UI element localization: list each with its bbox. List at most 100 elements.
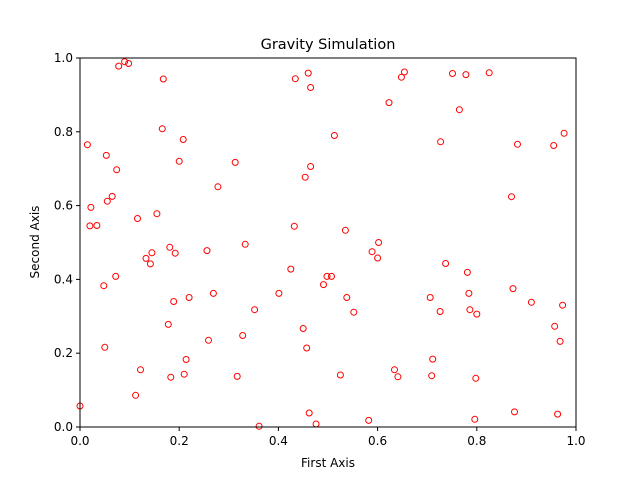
scatter-point bbox=[350, 308, 358, 316]
scatter-point bbox=[214, 183, 222, 191]
scatter-point bbox=[166, 243, 174, 251]
x-axis: 0.0 0.2 0.4 0.6 0.8 1.0 bbox=[70, 427, 586, 448]
x-tick-label: 0.2 bbox=[170, 434, 189, 448]
scatter-point bbox=[251, 306, 259, 314]
scatter-point bbox=[437, 138, 445, 146]
scatter-point bbox=[336, 371, 344, 379]
scatter-point bbox=[509, 285, 517, 293]
scatter-point bbox=[328, 272, 335, 280]
y-tick-label: 0.2 bbox=[54, 346, 73, 360]
scatter-point bbox=[330, 132, 338, 139]
scatter-point bbox=[87, 203, 95, 211]
scatter-point bbox=[442, 260, 450, 267]
scatter-point bbox=[554, 410, 562, 418]
scatter-point bbox=[472, 374, 480, 382]
scatter-point bbox=[400, 68, 408, 76]
chart-title: Gravity Simulation bbox=[261, 37, 396, 53]
scatter-point bbox=[559, 301, 567, 309]
y-tick-label: 0.6 bbox=[54, 199, 73, 213]
scatter-point bbox=[307, 84, 315, 91]
scatter-point bbox=[560, 129, 568, 137]
scatter-point bbox=[203, 247, 211, 255]
scatter-point bbox=[455, 106, 463, 114]
scatter-point bbox=[394, 373, 402, 381]
scatter-point bbox=[185, 294, 193, 301]
y-tick-label: 0.4 bbox=[54, 272, 73, 286]
x-tick-label: 1.0 bbox=[566, 434, 585, 448]
scatter-point bbox=[121, 58, 129, 66]
scatter-point bbox=[391, 366, 398, 374]
x-tick-label: 0.6 bbox=[368, 434, 387, 448]
scatter-point bbox=[323, 272, 331, 280]
scatter-point bbox=[429, 355, 437, 363]
scatter-point bbox=[436, 308, 444, 315]
scatter-point bbox=[305, 409, 313, 417]
scatter-point bbox=[100, 282, 108, 290]
scatter-point bbox=[397, 73, 405, 81]
scatter-point bbox=[108, 192, 116, 200]
scatter-point bbox=[374, 254, 382, 262]
scatter-point bbox=[167, 373, 175, 381]
scatter-point bbox=[115, 62, 123, 70]
scatter-point bbox=[255, 422, 263, 430]
scatter-point bbox=[102, 151, 110, 159]
scatter-point bbox=[375, 239, 383, 246]
y-axis-label: Second Axis bbox=[28, 206, 42, 279]
scatter-point bbox=[551, 322, 559, 330]
scatter-point bbox=[148, 249, 156, 257]
scatter-point bbox=[428, 372, 436, 380]
scatter-point bbox=[171, 249, 179, 257]
scatter-point bbox=[275, 289, 283, 297]
scatter-point bbox=[241, 240, 249, 248]
scatter-point bbox=[182, 356, 190, 363]
scatter-point bbox=[180, 370, 188, 378]
scatter-point bbox=[134, 215, 141, 222]
x-tick-label: 0.0 bbox=[70, 434, 89, 448]
scatter-point bbox=[137, 366, 144, 374]
scatter-point bbox=[291, 75, 299, 83]
y-tick-label: 1.0 bbox=[54, 51, 73, 65]
scatter-point bbox=[485, 69, 493, 77]
scatter-point bbox=[365, 416, 373, 424]
scatter-point bbox=[449, 70, 456, 77]
scatter-point bbox=[93, 222, 101, 229]
scatter-point bbox=[175, 157, 183, 165]
scatter-point bbox=[101, 343, 109, 351]
scatter-point bbox=[146, 260, 154, 268]
scatter-point bbox=[303, 344, 311, 352]
scatter-point bbox=[341, 226, 349, 234]
scatter-point bbox=[320, 281, 327, 289]
scatter-point bbox=[508, 193, 515, 201]
scatter-point bbox=[462, 71, 470, 79]
scatter-point bbox=[466, 306, 474, 314]
scatter-point bbox=[231, 158, 239, 166]
x-tick-label: 0.4 bbox=[269, 434, 288, 448]
scatter-point bbox=[385, 99, 393, 107]
scatter-point bbox=[287, 265, 295, 273]
scatter-point bbox=[103, 197, 111, 205]
scatter-point bbox=[550, 142, 558, 149]
scatter-point bbox=[142, 254, 150, 262]
scatter-point bbox=[368, 248, 376, 256]
scatter-point bbox=[205, 336, 212, 344]
scatter-point bbox=[473, 310, 481, 318]
scatter-point bbox=[290, 222, 298, 230]
scatter-point bbox=[132, 391, 140, 399]
x-axis-label: First Axis bbox=[301, 456, 355, 470]
scatter-point bbox=[463, 268, 471, 276]
scatter-point bbox=[343, 294, 351, 301]
scatter-point bbox=[556, 337, 564, 345]
scatter-point bbox=[527, 298, 535, 306]
scatter-point bbox=[86, 222, 94, 230]
scatter-point bbox=[209, 289, 217, 297]
scatter-point bbox=[113, 166, 121, 174]
scatter-point bbox=[164, 320, 172, 328]
scatter-point bbox=[125, 60, 133, 67]
y-tick-label: 0.0 bbox=[54, 420, 73, 434]
scatter-point bbox=[301, 173, 309, 181]
y-axis: 0.0 0.2 0.4 0.6 0.8 1.0 bbox=[54, 51, 80, 434]
x-tick-label: 0.8 bbox=[467, 434, 486, 448]
scatter-point bbox=[299, 325, 307, 332]
